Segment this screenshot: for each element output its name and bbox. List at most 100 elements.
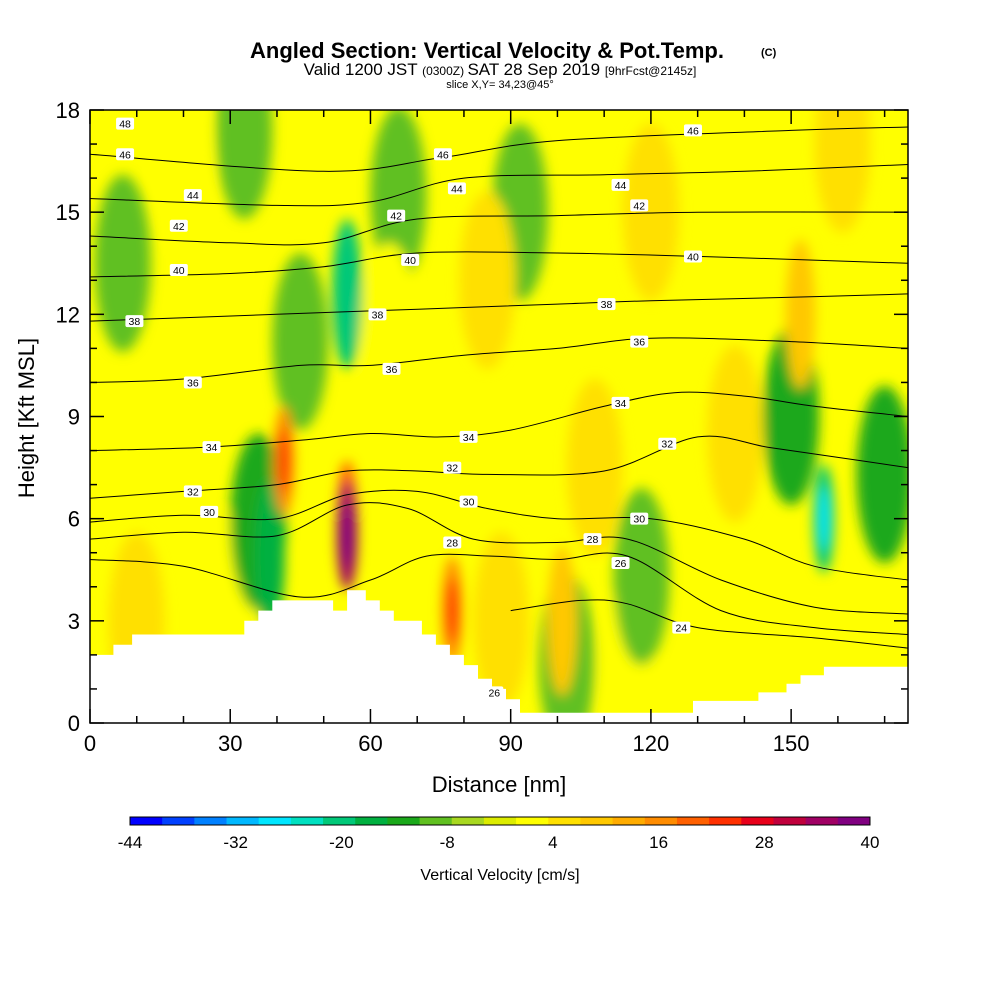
contour-label: 38 bbox=[125, 315, 144, 328]
svg-text:26: 26 bbox=[488, 687, 500, 699]
theta-contours bbox=[90, 110, 908, 649]
svg-text:38: 38 bbox=[372, 309, 384, 321]
colorbar-swatch bbox=[194, 817, 228, 825]
svg-text:46: 46 bbox=[119, 149, 131, 161]
svg-text:38: 38 bbox=[601, 299, 613, 311]
contour-label: 46 bbox=[116, 148, 135, 161]
svg-text:46: 46 bbox=[437, 149, 449, 161]
x-tick-label: 150 bbox=[773, 731, 810, 756]
colorbar-swatch bbox=[548, 817, 581, 825]
svg-text:36: 36 bbox=[187, 377, 199, 389]
x-tick-label: 90 bbox=[498, 731, 522, 756]
y-axis-label: Height [Kft MSL] bbox=[14, 338, 39, 498]
svg-text:30: 30 bbox=[463, 497, 475, 509]
velocity-core bbox=[818, 485, 830, 552]
contour-label: 40 bbox=[401, 253, 420, 267]
colorbar-swatch bbox=[612, 817, 646, 825]
y-tick-label: 9 bbox=[68, 405, 80, 430]
theta-contour-42 bbox=[90, 211, 908, 246]
contour-label: 28 bbox=[443, 536, 462, 550]
y-tick-label: 0 bbox=[68, 711, 80, 736]
slice-info: slice X,Y= 34,23@45° bbox=[446, 79, 554, 91]
svg-text:40: 40 bbox=[404, 255, 416, 267]
svg-text:30: 30 bbox=[633, 514, 645, 526]
svg-text:28: 28 bbox=[587, 534, 599, 546]
copyright-mark: (C) bbox=[761, 47, 777, 59]
contour-label: 44 bbox=[611, 178, 630, 192]
svg-text:34: 34 bbox=[206, 442, 218, 454]
colorbar-tick-label: -44 bbox=[118, 833, 143, 852]
valid-prefix: Valid 1200 JST bbox=[304, 60, 422, 79]
velocity-feature bbox=[370, 110, 427, 284]
contour-label: 44 bbox=[447, 182, 466, 195]
velocity-feature bbox=[622, 123, 679, 301]
colorbar-swatch bbox=[130, 817, 163, 825]
contour-label: 34 bbox=[611, 396, 630, 410]
svg-text:34: 34 bbox=[463, 432, 475, 444]
theta-contour-24 bbox=[510, 599, 908, 649]
valid-time-line: Valid 1200 JST (0300Z) SAT 28 Sep 2019 [… bbox=[304, 60, 697, 79]
svg-text:34: 34 bbox=[615, 398, 627, 410]
forecast-info: [9hrFcst@2145z] bbox=[605, 64, 697, 78]
contour-label: 40 bbox=[683, 250, 702, 263]
velocity-feature bbox=[566, 379, 623, 557]
colorbar-swatch bbox=[773, 817, 807, 825]
svg-text:32: 32 bbox=[661, 439, 673, 451]
contour-label: 30 bbox=[459, 495, 478, 509]
colorbar-swatch bbox=[516, 817, 549, 825]
colorbar-swatch bbox=[709, 817, 742, 825]
velocity-feature bbox=[785, 239, 816, 390]
contour-label: 40 bbox=[169, 264, 188, 277]
vertical-velocity-field bbox=[94, 110, 908, 723]
velocity-core bbox=[278, 428, 290, 494]
contour-label: 36 bbox=[183, 376, 202, 389]
colorbar-swatch bbox=[387, 817, 421, 825]
svg-text:28: 28 bbox=[446, 538, 458, 550]
y-tick-label: 12 bbox=[56, 302, 80, 327]
theta-contour-34 bbox=[90, 391, 908, 452]
svg-text:32: 32 bbox=[446, 463, 458, 475]
contour-label: 42 bbox=[387, 209, 406, 223]
y-tick-label: 3 bbox=[68, 609, 80, 634]
contour-label: 24 bbox=[672, 621, 691, 635]
colorbar-tick-label: -8 bbox=[440, 833, 455, 852]
colorbar-swatch bbox=[290, 817, 324, 825]
x-axis: 0 30 60 90 120 150 bbox=[84, 110, 886, 756]
contour-label: 26 bbox=[611, 556, 630, 570]
contour-labels: 48 46 46 46 44 44 44 42 42 42 40 40 40 38 38 38 36 36 36 34… bbox=[116, 117, 702, 699]
colorbar-tick-label: 40 bbox=[861, 833, 880, 852]
svg-text:40: 40 bbox=[687, 251, 699, 263]
valid-utc: (0300Z) bbox=[422, 64, 467, 78]
velocity-core bbox=[446, 577, 458, 644]
contour-label: 32 bbox=[443, 461, 462, 475]
plot-area: 48 46 46 46 44 44 44 42 42 42 40 40 40 38 38 38 36 36 36 34… bbox=[90, 110, 908, 723]
theta-contour-40 bbox=[90, 251, 908, 278]
svg-text:48: 48 bbox=[119, 119, 131, 131]
theta-contour-30 bbox=[90, 489, 908, 581]
svg-text:44: 44 bbox=[451, 183, 463, 195]
velocity-feature bbox=[459, 191, 516, 369]
svg-text:40: 40 bbox=[173, 265, 185, 277]
colorbar-swatch bbox=[644, 817, 678, 825]
svg-text:42: 42 bbox=[633, 200, 645, 212]
x-axis-label: Distance [nm] bbox=[432, 772, 567, 797]
colorbar-swatch bbox=[226, 817, 260, 825]
velocity-core bbox=[341, 503, 353, 569]
velocity-feature bbox=[473, 532, 530, 710]
svg-text:26: 26 bbox=[615, 558, 627, 570]
svg-text:30: 30 bbox=[203, 507, 215, 519]
x-tick-label: 60 bbox=[358, 731, 382, 756]
velocity-feature bbox=[361, 242, 418, 420]
velocity-feature bbox=[707, 344, 764, 523]
contour-label: 34 bbox=[459, 430, 478, 444]
theta-contour-32 bbox=[90, 435, 908, 499]
contour-label: 30 bbox=[200, 505, 219, 519]
colorbar-frame bbox=[129, 816, 871, 826]
contour-label: 48 bbox=[116, 117, 135, 131]
svg-text:36: 36 bbox=[633, 337, 645, 349]
colorbar-swatch bbox=[258, 817, 292, 825]
theta-contour-38 bbox=[90, 293, 908, 322]
svg-text:38: 38 bbox=[129, 316, 141, 328]
